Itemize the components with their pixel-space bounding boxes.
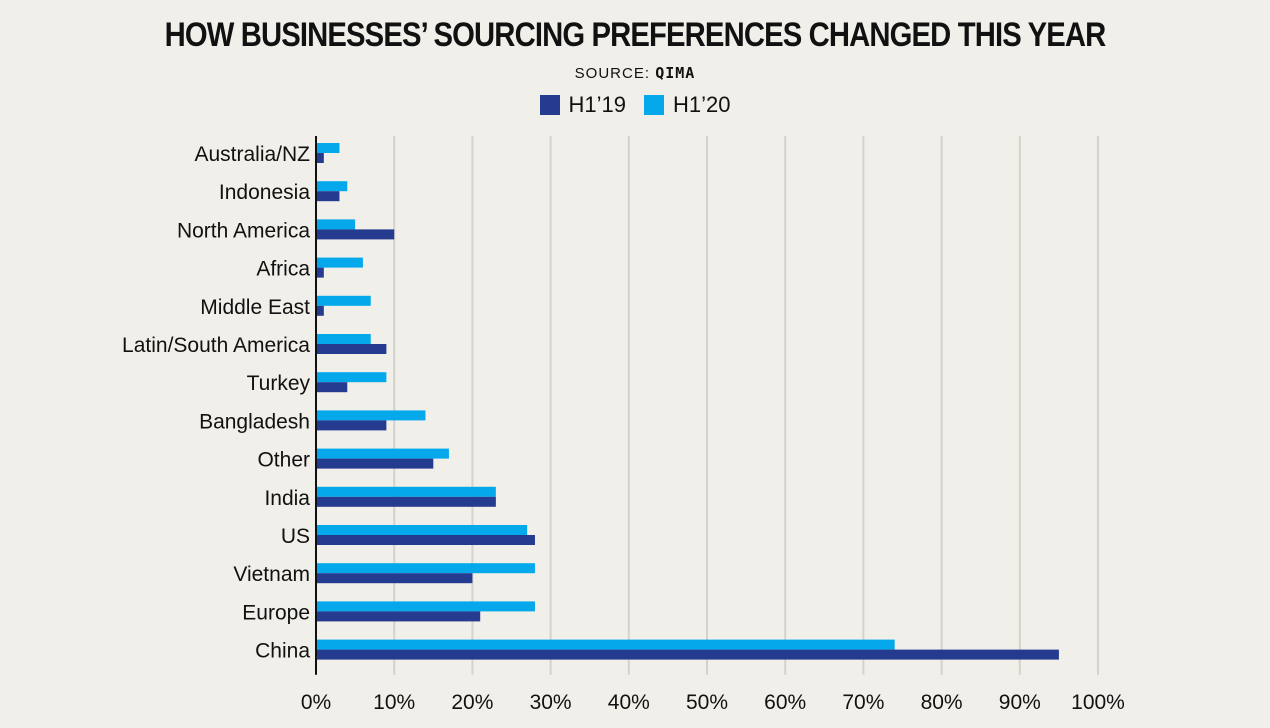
category-label: North America [177,219,310,242]
bar-h119 [316,344,387,354]
category-label: Other [257,449,310,472]
bar-h119 [316,649,1059,660]
x-tick-label: 30% [530,691,572,714]
bar-h119 [316,573,473,584]
x-tick-label: 60% [764,691,806,714]
bar-h119 [316,496,496,507]
category-label: Latin/South America [122,334,310,357]
x-tick-label: 20% [451,691,493,714]
x-tick-label: 10% [373,691,415,714]
bar-h119 [316,267,324,278]
bar-h119 [316,458,434,469]
bar-h120 [316,181,348,192]
bar-h119 [316,153,324,163]
bar-h120 [316,486,496,497]
category-label: Vietnam [233,563,310,586]
bar-h120 [316,295,371,306]
legend-swatch-h120 [644,95,664,115]
bar-h120 [316,372,387,383]
bar-h120 [316,563,535,574]
x-tick-label: 40% [608,691,650,714]
x-tick-label: 80% [921,691,963,714]
bar-h120 [316,448,449,459]
source-line: SOURCE: QIMA [0,64,1270,82]
legend-item-h119: H1’19 [539,92,626,118]
bar-h119 [316,611,481,622]
bar-h120 [316,639,895,650]
bar-h119 [316,535,535,545]
x-tick-label: 70% [842,691,884,714]
source-name: QIMA [655,64,696,82]
bar-h119 [316,420,387,431]
legend-swatch-h119 [539,95,560,115]
x-tick-label: 90% [999,691,1041,714]
category-label: Australia/NZ [194,143,310,166]
category-label: China [255,640,310,663]
category-label: Europe [242,601,310,624]
bar-h120 [316,143,340,153]
bar-h119 [316,229,395,240]
bar-h120 [316,257,363,268]
category-label: India [264,487,310,510]
bar-h120 [316,601,535,612]
legend-item-h120: H1’20 [644,92,730,118]
x-tick-label: 50% [686,691,728,714]
category-label: Middle East [200,296,310,319]
bar-h120 [316,410,426,421]
category-label: Bangladesh [199,410,310,433]
legend-label-h120: H1’20 [673,92,731,117]
bar-h119 [316,382,348,393]
legend-label-h119: H1’19 [568,92,626,117]
bar-h120 [316,334,371,344]
x-tick-label: 0% [301,691,331,714]
category-label: Africa [256,258,310,281]
source-label: SOURCE: [574,65,656,82]
category-label: US [281,525,310,548]
category-label: Turkey [247,372,311,395]
bar-h119 [316,191,340,202]
bar-h119 [316,305,324,316]
bar-h120 [316,219,356,230]
legend: H1’19 H1’20 [0,92,1270,118]
chart-title: HOW BUSINESSES’ SOURCING PREFERENCES CHA… [164,16,1107,54]
category-label: Indonesia [219,181,310,204]
bar-h120 [316,525,528,535]
x-tick-label: 100% [1071,691,1125,714]
